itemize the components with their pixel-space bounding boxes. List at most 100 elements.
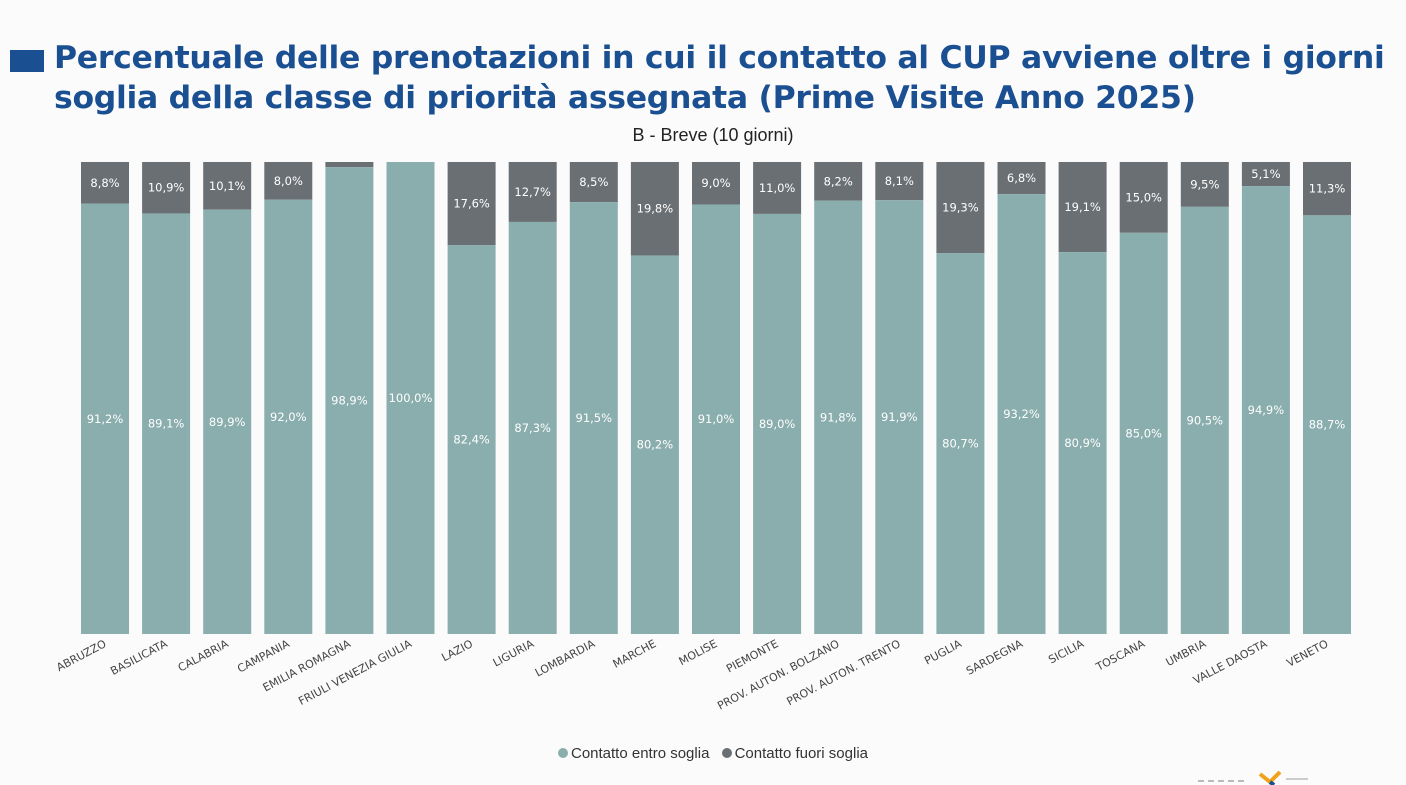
bar-fuori-prov-auton-bolzano — [814, 162, 863, 201]
label-fuori-abruzzo: 8,8% — [90, 176, 119, 190]
label-entro-prov-auton-bolzano: 91,8% — [820, 410, 857, 424]
label-entro-puglia: 80,7% — [942, 437, 979, 451]
label-entro-marche: 80,2% — [637, 438, 674, 452]
chart-subtitle: B - Breve (10 giorni) — [632, 125, 794, 145]
label-entro-calabria: 89,9% — [209, 415, 246, 429]
logo-dash — [1198, 780, 1204, 782]
logo-dash — [1218, 780, 1224, 782]
label-entro-umbria: 90,5% — [1187, 413, 1224, 427]
legend-swatch-fuori — [721, 748, 732, 758]
label-fuori-sardegna: 6,8% — [1007, 171, 1036, 185]
bar-entro-marche — [630, 255, 679, 634]
label-fuori-calabria: 10,1% — [209, 179, 246, 193]
x-tick-label-puglia: PUGLIA — [922, 637, 964, 668]
label-fuori-prov-auton-bolzano: 8,2% — [824, 174, 853, 188]
bar-fuori-molise — [692, 162, 740, 205]
bar-fuori-umbria — [1180, 162, 1229, 207]
legend-swatch-entro — [557, 748, 568, 758]
label-entro-toscana: 85,0% — [1125, 426, 1162, 440]
label-fuori-puglia: 19,3% — [942, 201, 979, 215]
bar-entro-veneto — [1303, 215, 1351, 634]
x-tick-label-liguria: LIGURIA — [491, 637, 537, 670]
legend-label-entro: Contatto entro soglia — [570, 745, 710, 762]
label-entro-veneto: 88,7% — [1309, 418, 1346, 432]
label-entro-campania: 92,0% — [270, 410, 307, 424]
bar-fuori-marche — [630, 162, 679, 256]
label-fuori-campania: 8,0% — [274, 174, 303, 188]
x-tick-label-piemonte: PIEMONTE — [724, 637, 780, 675]
bar-entro-prov-auton-bolzano — [814, 200, 863, 635]
x-tick-label-friuli-venezia-giulia: FRIULI VENEZIA GIULIA — [296, 637, 414, 708]
bar-entro-puglia — [936, 253, 985, 634]
bar-fuori-sicilia — [1058, 162, 1107, 253]
x-tick-label-lombardia: LOMBARDIA — [533, 637, 598, 680]
bar-entro-sardegna — [997, 194, 1046, 634]
bar-entro-valle-daosta — [1241, 186, 1290, 634]
label-entro-basilicata: 89,1% — [148, 417, 185, 431]
label-fuori-prov-auton-trento: 8,1% — [885, 174, 914, 188]
x-tick-label-sardegna: SARDEGNA — [964, 637, 1025, 678]
x-tick-label-veneto: VENETO — [1285, 637, 1331, 670]
label-fuori-liguria: 12,7% — [514, 185, 551, 199]
x-tick-label-sicilia: SICILIA — [1046, 637, 1086, 667]
label-fuori-umbria: 9,5% — [1190, 177, 1219, 191]
label-fuori-marche: 19,8% — [637, 202, 674, 216]
x-tick-label-prov-auton-trento: PROV. AUTON. TRENTO — [785, 637, 903, 708]
bar-entro-lazio — [447, 245, 496, 634]
bar-entro-prov-auton-trento — [875, 200, 924, 634]
bar-entro-piemonte — [753, 213, 802, 635]
x-tick-label-basilicata: BASILICATA — [108, 637, 170, 678]
bar-fuori-veneto — [1303, 162, 1351, 216]
title-marker — [10, 50, 44, 72]
x-tick-label-calabria: CALABRIA — [176, 637, 231, 675]
bar-entro-lombardia — [569, 202, 618, 634]
label-entro-lombardia: 91,5% — [576, 411, 613, 425]
x-tick-label-molise: MOLISE — [677, 637, 720, 668]
page-title: Percentuale delle prenotazioni in cui il… — [54, 40, 1385, 116]
bar-entro-basilicata — [142, 213, 191, 634]
bar-fuori-abruzzo — [81, 162, 129, 204]
x-tick-label-lazio: LAZIO — [439, 637, 475, 664]
bar-fuori-emilia-romagna — [325, 162, 374, 168]
label-entro-lazio: 82,4% — [453, 433, 490, 447]
label-entro-friuli-venezia-giulia: 100,0% — [389, 391, 433, 405]
legend-item-fuori: Contatto fuori soglia — [721, 745, 868, 762]
logo-dash — [1228, 780, 1234, 782]
bar-entro-liguria — [508, 221, 557, 634]
bar-fuori-piemonte — [753, 162, 802, 214]
bar-entro-molise — [692, 204, 740, 635]
bar-entro-friuli-venezia-giulia — [386, 162, 435, 634]
bar-fuori-campania — [264, 162, 313, 200]
label-fuori-veneto: 11,3% — [1309, 182, 1346, 196]
label-fuori-valle-daosta: 5,1% — [1251, 167, 1280, 181]
label-entro-sicilia: 80,9% — [1064, 436, 1101, 450]
label-fuori-molise: 9,0% — [701, 176, 730, 190]
x-tick-label-marche: MARCHE — [611, 637, 659, 671]
label-fuori-lombardia: 8,5% — [579, 175, 608, 189]
label-entro-abruzzo: 91,2% — [87, 412, 124, 426]
label-entro-sardegna: 93,2% — [1003, 407, 1040, 421]
logo-mark — [1258, 770, 1282, 785]
label-fuori-toscana: 15,0% — [1125, 190, 1162, 204]
label-fuori-basilicata: 10,9% — [148, 181, 185, 195]
label-fuori-lazio: 17,6% — [453, 197, 490, 211]
bar-fuori-calabria — [203, 162, 252, 210]
label-fuori-piemonte: 11,0% — [759, 181, 796, 195]
bar-fuori-sardegna — [997, 162, 1046, 195]
bar-entro-sicilia — [1058, 252, 1107, 635]
bar-entro-umbria — [1180, 206, 1229, 634]
bar-fuori-puglia — [936, 162, 985, 254]
legend-item-entro: Contatto entro soglia — [557, 745, 710, 762]
label-entro-molise: 91,0% — [698, 412, 735, 426]
bar-fuori-prov-auton-trento — [875, 162, 924, 201]
logo-dash — [1238, 780, 1244, 782]
logo-dash — [1208, 780, 1214, 782]
bar-fuori-toscana — [1119, 162, 1168, 233]
label-entro-liguria: 87,3% — [514, 421, 551, 435]
label-entro-emilia-romagna: 98,9% — [331, 394, 368, 408]
bar-entro-campania — [264, 199, 313, 634]
bar-entro-abruzzo — [81, 203, 129, 634]
logo-text-line — [1286, 778, 1308, 780]
x-tick-label-toscana: TOSCANA — [1093, 637, 1147, 674]
